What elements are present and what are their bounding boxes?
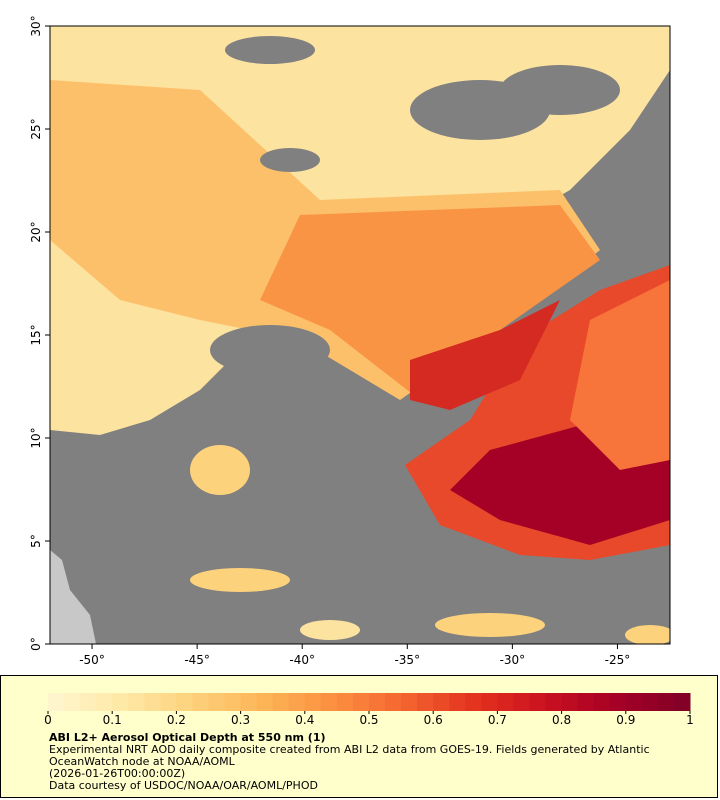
colorbar-step bbox=[224, 693, 242, 711]
aod-patch bbox=[435, 613, 545, 637]
x-tick-label: -35° bbox=[394, 653, 420, 667]
cloud-gap bbox=[260, 148, 320, 172]
colorbar-step bbox=[545, 693, 563, 711]
colorbar-step bbox=[497, 693, 514, 711]
colorbar-step bbox=[433, 693, 450, 711]
cloud-gap bbox=[225, 36, 315, 64]
colorbar-tick-label: 0.1 bbox=[103, 713, 122, 726]
x-tick-label: -50° bbox=[79, 653, 105, 667]
map-figure: -50° -45° -40° -35° -30° -25° 0° 5° 10° 15° 20° 25°… bbox=[29, 15, 671, 667]
colorbar-step bbox=[481, 693, 498, 711]
y-tick-label: 30° bbox=[29, 15, 43, 36]
colorbar-step bbox=[609, 693, 627, 711]
colorbar-step bbox=[96, 693, 113, 711]
colorbar-step bbox=[176, 693, 193, 711]
colorbar-step bbox=[128, 693, 145, 711]
colorbar-step bbox=[561, 693, 579, 711]
colorbar-step bbox=[304, 693, 322, 711]
colorbar-tick-label: 0.5 bbox=[359, 713, 378, 726]
colorbar-step bbox=[192, 693, 209, 711]
y-tick-label: 5° bbox=[29, 534, 43, 548]
y-tick-label: 0° bbox=[29, 637, 43, 651]
colorbar-tick-label: 0.8 bbox=[552, 713, 571, 726]
x-tick-label: -25° bbox=[605, 653, 631, 667]
aod-patch bbox=[190, 568, 290, 592]
caption-text: Data courtesy of USDOC/NOAA/OAR/AOML/PHO… bbox=[49, 779, 318, 792]
aod-patch bbox=[625, 625, 670, 644]
x-tick-label: -45° bbox=[184, 653, 210, 667]
colorbar-step bbox=[144, 693, 161, 711]
colorbar-step bbox=[401, 693, 418, 711]
colorbar-step bbox=[48, 693, 65, 711]
colorbar-tick-label: 1 bbox=[686, 713, 694, 726]
colorbar-tick-label: 0.2 bbox=[167, 713, 186, 726]
aod-field bbox=[50, 26, 670, 644]
aod-patch bbox=[300, 620, 360, 640]
colorbar-step bbox=[369, 693, 386, 711]
colorbar-tick-label: 0.9 bbox=[616, 713, 635, 726]
colorbar-step bbox=[64, 693, 81, 711]
colorbar-step bbox=[80, 693, 97, 711]
y-tick-label: 10° bbox=[29, 427, 43, 448]
colorbar: 0 0.1 0.2 0.3 0.4 0.5 0.6 0.7 0.8 0.9 1 bbox=[44, 693, 694, 726]
colorbar-step bbox=[240, 693, 258, 711]
y-tick-label: 20° bbox=[29, 221, 43, 242]
colorbar-step bbox=[112, 693, 129, 711]
y-tick-label: 15° bbox=[29, 324, 43, 345]
colorbar-tick-label: 0 bbox=[44, 713, 52, 726]
colorbar-step bbox=[288, 693, 306, 711]
y-tick-label: 25° bbox=[29, 118, 43, 139]
colorbar-step bbox=[625, 693, 643, 711]
colorbar-tick-label: 0.3 bbox=[231, 713, 250, 726]
colorbar-step bbox=[352, 693, 370, 711]
caption-text: Experimental NRT AOD daily composite cre… bbox=[49, 743, 650, 756]
x-tick-label: -30° bbox=[500, 653, 526, 667]
x-tick-label: -40° bbox=[289, 653, 315, 667]
colorbar-step bbox=[208, 693, 226, 711]
cloud-gap bbox=[600, 170, 670, 230]
aod-elevated bbox=[260, 205, 600, 400]
colorbar-step bbox=[417, 693, 434, 711]
colorbar-step bbox=[657, 693, 675, 711]
legend-panel: 0 0.1 0.2 0.3 0.4 0.5 0.6 0.7 0.8 0.9 1 ABI L2+ Ae… bbox=[0, 675, 718, 798]
colorbar-step bbox=[272, 693, 290, 711]
colorbar-step bbox=[465, 693, 482, 711]
colorbar-step bbox=[256, 693, 274, 711]
colorbar-step bbox=[641, 693, 659, 711]
colorbar-step bbox=[529, 693, 547, 711]
colorbar-step bbox=[513, 693, 530, 711]
colorbar-step bbox=[577, 693, 595, 711]
colorbar-step bbox=[160, 693, 177, 711]
caption-title: ABI L2+ Aerosol Optical Depth at 550 nm … bbox=[49, 731, 326, 744]
colorbar-step bbox=[336, 693, 354, 711]
colorbar-step bbox=[320, 693, 338, 711]
colorbar-step bbox=[593, 693, 611, 711]
colorbar-step bbox=[449, 693, 466, 711]
caption-text: (2026-01-26T00:00:00Z) bbox=[49, 767, 186, 780]
aod-high-north bbox=[410, 300, 560, 410]
colorbar-step bbox=[385, 693, 402, 711]
colorbar-tick-label: 0.6 bbox=[424, 713, 443, 726]
aod-patch bbox=[190, 445, 250, 495]
colorbar-tick-label: 0.7 bbox=[488, 713, 507, 726]
cloud-gap bbox=[500, 65, 620, 115]
aod-plume bbox=[570, 280, 670, 470]
colorbar-tick-label: 0.4 bbox=[295, 713, 314, 726]
land bbox=[50, 550, 96, 644]
cloud-gap bbox=[210, 325, 330, 375]
colorbar-step bbox=[673, 693, 691, 711]
caption-text: OceanWatch node at NOAA/AOML bbox=[49, 755, 235, 768]
